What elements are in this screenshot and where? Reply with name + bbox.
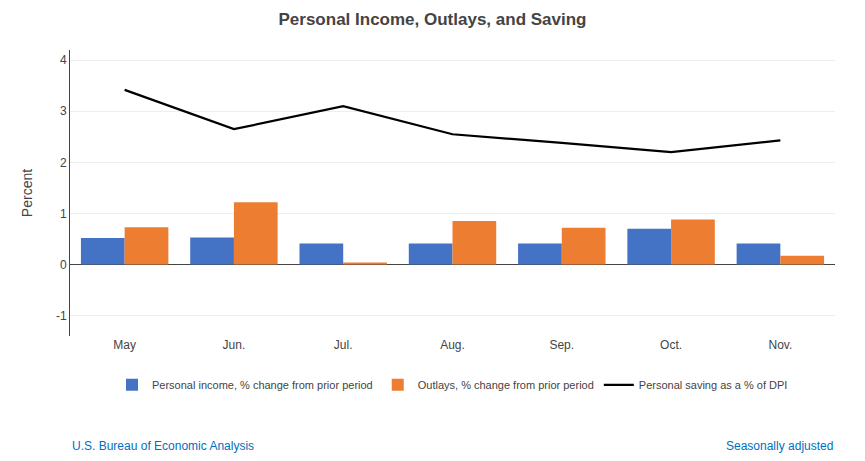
svg-text:Oct.: Oct. — [660, 338, 682, 352]
svg-text:0: 0 — [60, 258, 67, 272]
svg-text:Sep.: Sep. — [549, 338, 574, 352]
svg-text:Seasonally adjusted: Seasonally adjusted — [726, 439, 833, 453]
svg-text:Aug.: Aug. — [440, 338, 465, 352]
svg-text:Jun.: Jun. — [223, 338, 246, 352]
svg-text:3: 3 — [60, 104, 67, 118]
svg-text:U.S. Bureau of Economic Analys: U.S. Bureau of Economic Analysis — [72, 439, 254, 453]
svg-text:4: 4 — [60, 53, 67, 67]
svg-text:May: May — [113, 338, 136, 352]
svg-text:Outlays, % change from prior p: Outlays, % change from prior period — [418, 379, 594, 391]
svg-text:Personal income, % change from: Personal income, % change from prior per… — [152, 379, 373, 391]
svg-text:1: 1 — [60, 207, 67, 221]
svg-text:2: 2 — [60, 156, 67, 170]
svg-text:Nov.: Nov. — [768, 338, 792, 352]
svg-text:Percent: Percent — [19, 169, 35, 217]
svg-text:Personal saving as a % of DPI: Personal saving as a % of DPI — [639, 379, 788, 391]
svg-text:Personal Income, Outlays, and: Personal Income, Outlays, and Saving — [279, 10, 587, 29]
svg-text:Jul.: Jul. — [334, 338, 353, 352]
svg-text:-1: -1 — [56, 309, 67, 323]
